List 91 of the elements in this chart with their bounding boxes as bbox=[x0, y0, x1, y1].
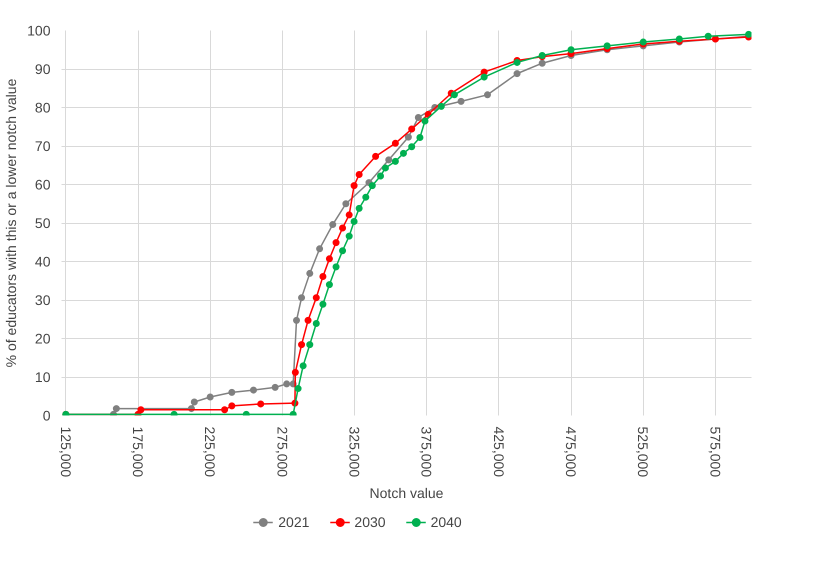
point bbox=[272, 384, 279, 391]
point bbox=[298, 341, 306, 348]
x-axis-title: Notch value bbox=[370, 485, 444, 502]
point bbox=[257, 400, 264, 408]
point bbox=[283, 380, 290, 388]
point bbox=[480, 74, 488, 81]
y-tick-label: 20 bbox=[34, 330, 51, 346]
point bbox=[704, 32, 712, 40]
y-tick-label: 0 bbox=[42, 408, 51, 424]
point bbox=[604, 42, 611, 50]
y-tick-label: 60 bbox=[34, 176, 51, 192]
point bbox=[450, 91, 458, 98]
point bbox=[346, 211, 353, 218]
point bbox=[326, 255, 333, 262]
point bbox=[400, 150, 407, 157]
point bbox=[228, 402, 236, 410]
point bbox=[408, 143, 416, 150]
point bbox=[392, 140, 399, 147]
point bbox=[438, 102, 445, 110]
point bbox=[137, 406, 144, 414]
x-tick-label: 375,000 bbox=[418, 426, 435, 478]
point bbox=[484, 91, 491, 98]
point bbox=[332, 239, 340, 246]
point bbox=[228, 388, 236, 396]
point bbox=[250, 386, 257, 394]
point bbox=[414, 114, 422, 122]
point bbox=[362, 194, 370, 201]
point bbox=[312, 294, 320, 302]
point bbox=[190, 398, 198, 406]
y-tick-label: 40 bbox=[34, 254, 51, 270]
y-tick-label: 90 bbox=[34, 61, 51, 77]
point bbox=[316, 245, 324, 252]
point bbox=[382, 164, 389, 172]
point bbox=[568, 46, 575, 54]
point bbox=[356, 170, 363, 178]
point bbox=[306, 270, 314, 277]
point bbox=[350, 182, 358, 190]
point bbox=[404, 134, 412, 141]
point bbox=[304, 316, 312, 324]
point bbox=[377, 172, 384, 180]
y-tick-label: 10 bbox=[34, 369, 51, 385]
x-tick-label: 325,000 bbox=[346, 426, 363, 478]
point bbox=[319, 273, 326, 280]
point bbox=[416, 134, 424, 142]
x-tick-label: 425,000 bbox=[490, 426, 507, 478]
point bbox=[326, 281, 333, 288]
point bbox=[319, 300, 326, 308]
point bbox=[306, 341, 314, 348]
point bbox=[298, 294, 306, 302]
x-tick-label: 225,000 bbox=[202, 426, 218, 478]
point bbox=[294, 385, 302, 392]
point bbox=[372, 152, 380, 160]
x-tick-label: 175,000 bbox=[130, 426, 146, 478]
point bbox=[332, 263, 340, 270]
y-tick-label: 30 bbox=[34, 292, 51, 308]
point bbox=[342, 200, 350, 208]
y-tick-label: 50 bbox=[34, 215, 51, 231]
point bbox=[339, 247, 346, 254]
legend-label: 2030 bbox=[354, 514, 386, 530]
y-tick-label: 70 bbox=[34, 138, 51, 154]
x-tick-label: 525,000 bbox=[635, 426, 652, 478]
x-tick-label: 575,000 bbox=[707, 426, 724, 478]
point bbox=[206, 394, 214, 401]
point bbox=[346, 232, 353, 240]
point bbox=[329, 221, 336, 228]
point bbox=[350, 218, 358, 225]
point bbox=[514, 70, 521, 78]
point bbox=[339, 224, 346, 232]
point bbox=[676, 35, 683, 42]
y-axis-title: % of educators with this or a lower notch value bbox=[3, 78, 20, 368]
point bbox=[408, 126, 416, 133]
y-tick-label: 100 bbox=[27, 22, 51, 38]
x-tick-label: 125,000 bbox=[58, 426, 74, 478]
point bbox=[221, 406, 228, 414]
point bbox=[300, 362, 307, 370]
x-tick-label: 475,000 bbox=[563, 426, 580, 478]
point bbox=[356, 204, 363, 212]
y-tick-label: 80 bbox=[34, 100, 51, 116]
point bbox=[458, 98, 465, 105]
point bbox=[385, 156, 392, 164]
point bbox=[368, 182, 376, 190]
point bbox=[312, 320, 320, 327]
point bbox=[112, 405, 120, 412]
point bbox=[292, 368, 299, 376]
legend-label: 2040 bbox=[430, 514, 462, 530]
point bbox=[392, 158, 399, 165]
x-tick-label: 275,000 bbox=[274, 426, 290, 478]
legend-label: 2021 bbox=[278, 514, 310, 530]
point bbox=[538, 60, 546, 67]
point bbox=[293, 316, 300, 324]
point bbox=[421, 117, 428, 124]
